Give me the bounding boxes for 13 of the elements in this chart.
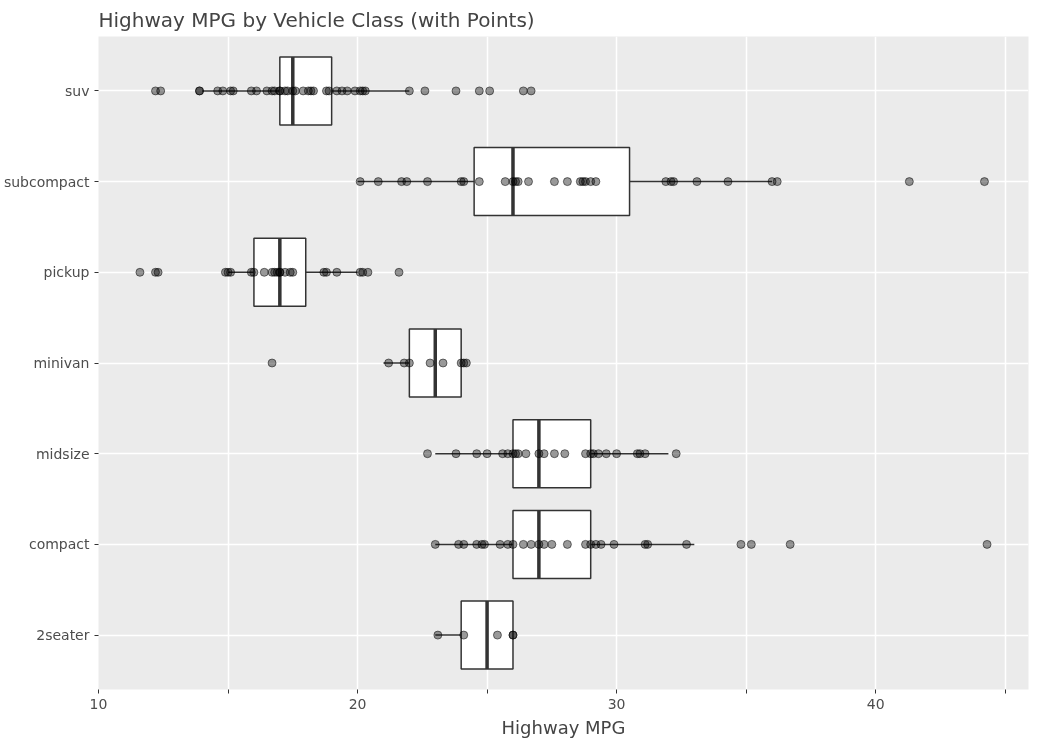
x-tick-label: 20 (348, 695, 367, 712)
y-tick-label: minivan (33, 355, 90, 371)
x-axis-title: Highway MPG (501, 716, 626, 738)
y-tick-label: compact (28, 536, 91, 553)
y-tick-label: 2seater (36, 627, 90, 644)
chart-title: Highway MPG by Vehicle Class (with Points) (98, 7, 535, 32)
y-tick-label: midsize (35, 445, 90, 462)
x-tick-label: 40 (866, 695, 885, 712)
y-tick-label: pickup (43, 264, 90, 281)
x-tick-label: 10 (89, 695, 108, 712)
y-tick-label: suv (65, 82, 90, 99)
x-tick-label: 30 (607, 695, 626, 712)
y-tick-label: subcompact (3, 173, 91, 190)
